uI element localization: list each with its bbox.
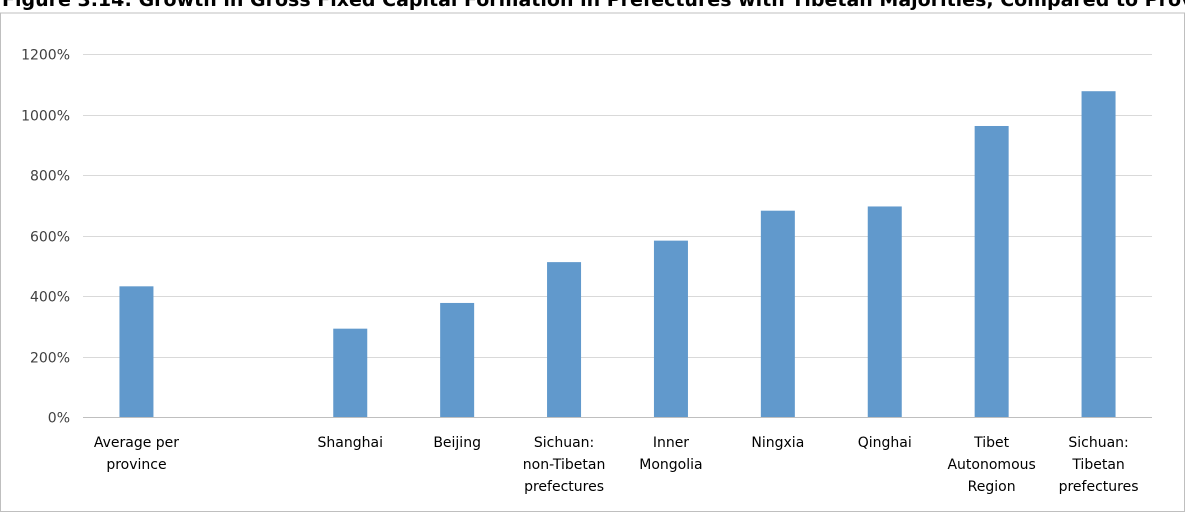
y-tick-label: 200%: [30, 351, 70, 367]
x-tick-label: Region: [968, 479, 1016, 495]
y-tick-label: 1000%: [21, 109, 70, 125]
bar: [547, 262, 582, 417]
x-tick-label: Sichuan:: [534, 435, 594, 451]
y-tick-label: 1200%: [21, 48, 70, 64]
bar: [760, 210, 795, 417]
x-tick-label: prefectures: [524, 479, 604, 495]
x-tick-label: province: [106, 457, 166, 473]
x-tick-label: Sichuan:: [1068, 435, 1128, 451]
bar: [333, 328, 368, 417]
y-tick-label: 0%: [48, 411, 70, 427]
x-tick-label: Inner: [653, 435, 689, 451]
x-tick-label: prefectures: [1059, 479, 1139, 495]
chart-title: Figure 3.14: Growth in Gross Fixed Capit…: [2, 0, 1185, 11]
x-tick-label: Tibet: [973, 435, 1010, 451]
x-tick-label: Shanghai: [318, 435, 383, 451]
x-tick-label: Ningxia: [751, 435, 804, 451]
x-axis-labels: Average per province Shanghai Beijing Sichua…: [94, 435, 1139, 495]
x-tick-label: non-Tibetan: [523, 457, 606, 473]
x-tick-label: Mongolia: [639, 457, 702, 473]
x-tick-label: Autonomous: [947, 457, 1035, 473]
y-axis-ticks: 0% 200% 400% 600% 800% 1000% 1200%: [21, 48, 70, 427]
y-tick-label: 400%: [30, 290, 70, 306]
x-tick-label: Tibetan: [1071, 457, 1124, 473]
gridlines: [83, 54, 1152, 418]
bar: [1081, 91, 1116, 418]
x-tick-label: Average per: [94, 435, 179, 451]
bars: [119, 91, 1116, 418]
x-tick-label: Beijing: [433, 435, 481, 451]
y-tick-label: 800%: [30, 169, 70, 185]
bar: [974, 125, 1009, 418]
bar: [653, 240, 688, 417]
x-tick-label: Qinghai: [858, 435, 912, 451]
bar: [440, 302, 475, 417]
y-tick-label: 600%: [30, 230, 70, 246]
bar: [867, 206, 902, 417]
bar: [119, 286, 154, 417]
